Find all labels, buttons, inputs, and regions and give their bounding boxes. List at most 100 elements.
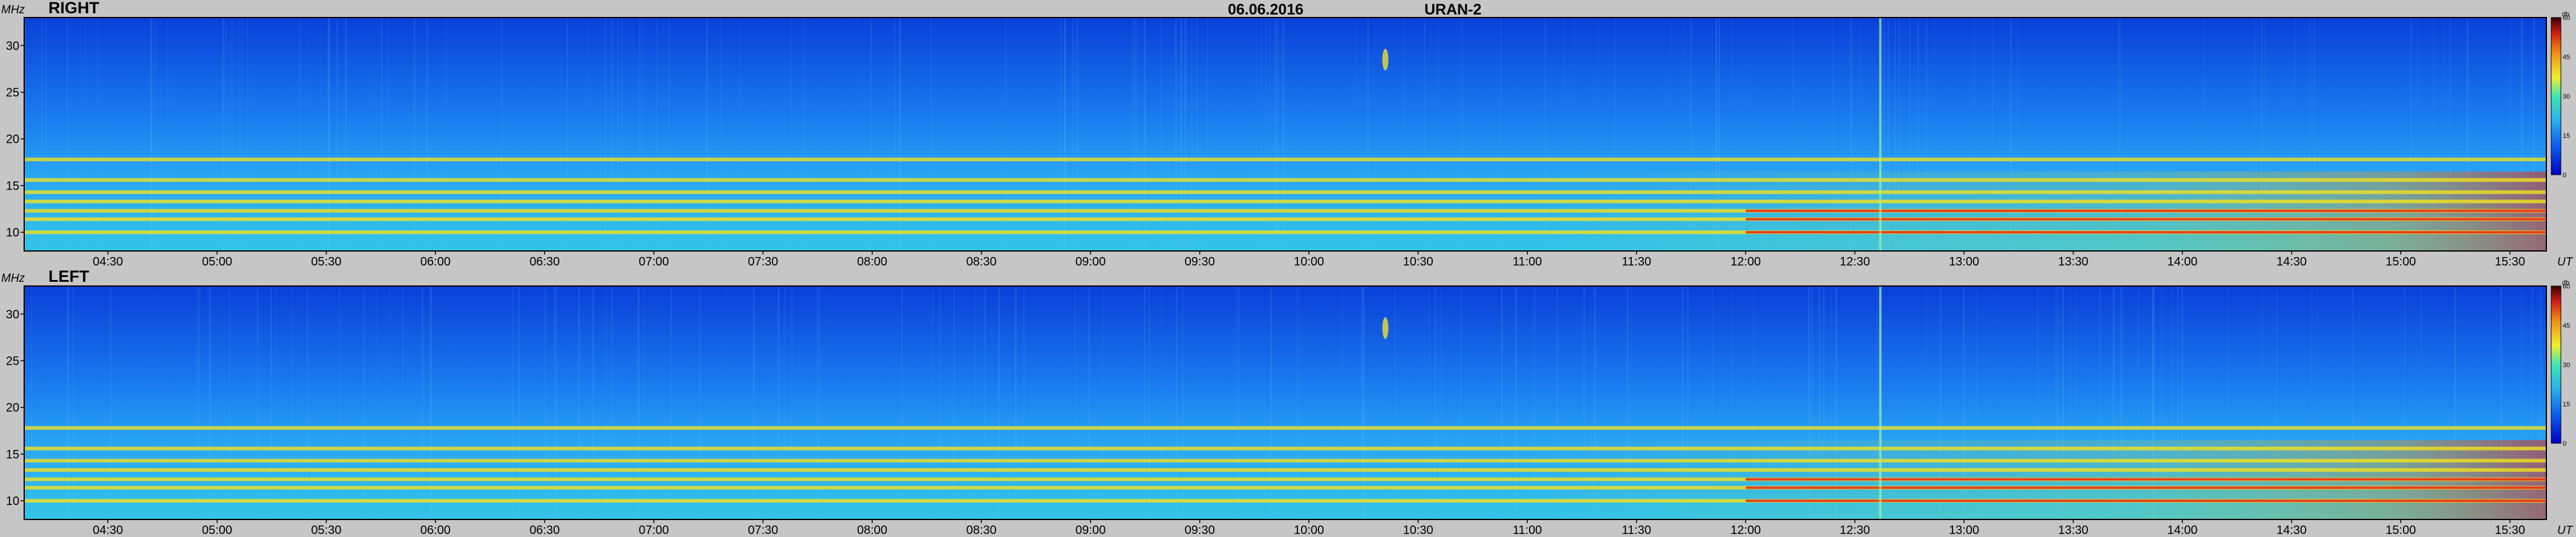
noise-streak: [241, 18, 243, 251]
noise-streak: [1743, 18, 1745, 251]
spot-emission: [1382, 48, 1389, 71]
interference-band: [24, 477, 2546, 481]
noise-streak: [2309, 18, 2311, 251]
noise-streak: [1689, 18, 1692, 251]
x-tick-label: 10:30: [1403, 255, 1433, 268]
noise-streak: [2177, 286, 2179, 519]
y-tick-label: 10: [6, 495, 19, 508]
colorbar-unit: db: [2562, 11, 2569, 18]
noise-streak: [230, 18, 232, 251]
noise-streak: [1363, 286, 1365, 519]
noise-streak: [249, 18, 251, 251]
noise-streak: [2261, 18, 2263, 251]
noise-streak: [2522, 18, 2524, 251]
x-tick-label: 07:30: [748, 255, 778, 268]
noise-streak: [1830, 286, 1832, 519]
noise-streak: [1819, 286, 1821, 519]
noise-streak: [605, 18, 606, 251]
noise-streak: [1462, 18, 1464, 251]
noise-streak: [1437, 18, 1439, 251]
noise-streak: [1161, 286, 1163, 519]
x-tick-label: 08:00: [857, 255, 887, 268]
interference-band-hot: [1746, 231, 2546, 234]
noise-streak: [299, 18, 301, 251]
x-axis-unit: UT: [2557, 524, 2574, 537]
interference-band: [24, 486, 2546, 490]
noise-streak: [1850, 18, 1852, 251]
noise-streak: [901, 286, 903, 519]
x-tick-label: 11:30: [1622, 255, 1651, 268]
noise-streak: [42, 18, 43, 251]
noise-streak: [2404, 286, 2406, 519]
noise-streak: [1355, 18, 1357, 251]
noise-streak: [328, 18, 330, 251]
noise-streak: [1005, 18, 1006, 251]
x-tick-label: 11:30: [1622, 524, 1651, 537]
noise-streak: [983, 286, 986, 519]
x-tick-label: 14:30: [2277, 524, 2307, 537]
noise-streak: [1074, 286, 1076, 519]
noise-streak: [1072, 18, 1074, 251]
noise-streak: [233, 18, 234, 251]
y-tick-label: 30: [6, 308, 19, 321]
noise-streak: [1175, 18, 1177, 251]
noise-streak: [2203, 18, 2205, 251]
noise-streak: [2314, 18, 2315, 251]
noise-streak: [1144, 18, 1146, 251]
noise-streak: [1894, 18, 1896, 251]
noise-streak: [2310, 286, 2313, 519]
colorbar-tick-label: 30: [2563, 362, 2570, 369]
noise-streak: [1718, 18, 1720, 251]
interference-band: [24, 209, 2546, 213]
noise-streak: [611, 18, 613, 251]
noise-streak: [819, 286, 821, 519]
noise-streak: [1089, 286, 1090, 519]
noise-streak: [1917, 18, 1919, 251]
noise-streak: [414, 18, 416, 251]
noise-streak: [2017, 18, 2019, 251]
x-tick-label: 12:30: [1840, 524, 1870, 537]
noise-streak: [1614, 18, 1616, 251]
noise-streak: [752, 286, 755, 519]
noise-streak: [368, 18, 370, 251]
noise-streak: [1460, 18, 1461, 251]
x-tick-label: 07:00: [639, 255, 669, 268]
noise-streak: [1753, 286, 1755, 519]
noise-streak: [97, 18, 99, 251]
interference-band: [24, 230, 2546, 235]
noise-streak: [238, 18, 240, 251]
noise-streak: [592, 286, 595, 519]
noise-streak: [2254, 18, 2255, 251]
noise-streak: [308, 18, 310, 251]
noise-streak: [621, 18, 623, 251]
noise-streak: [256, 286, 259, 519]
noise-streak: [1144, 286, 1146, 519]
x-tick-label: 14:00: [2167, 255, 2197, 268]
interference-band: [24, 190, 2546, 194]
colorbar-tick-label: 0: [2563, 172, 2566, 179]
x-tick-label: 08:30: [967, 524, 997, 537]
noise-streak: [932, 286, 934, 519]
noise-streak: [1180, 18, 1182, 251]
noise-streak: [699, 286, 701, 519]
noise-streak: [1160, 18, 1161, 251]
x-tick-label: 15:00: [2385, 524, 2416, 537]
noise-streak: [402, 286, 403, 519]
colorbar-tick-label: 60: [2563, 283, 2570, 290]
noise-streak: [2261, 286, 2263, 519]
interference-band-hot: [1746, 209, 2546, 212]
noise-streak: [817, 286, 819, 519]
noise-streak: [198, 286, 201, 519]
noise-streak: [1940, 286, 1942, 519]
colorbar-tick-label: 0: [2563, 440, 2566, 448]
noise-streak: [1712, 286, 1714, 519]
interference-band-hot: [1746, 486, 2546, 489]
noise-streak: [518, 286, 520, 519]
noise-streak: [1385, 286, 1386, 519]
x-tick-label: 10:00: [1294, 524, 1324, 537]
noise-streak: [33, 18, 35, 251]
x-tick-label: 07:00: [639, 524, 669, 537]
x-tick-label: 09:30: [1185, 524, 1215, 537]
y-tick-label: 20: [6, 402, 19, 415]
x-tick-label: 08:30: [967, 255, 997, 268]
